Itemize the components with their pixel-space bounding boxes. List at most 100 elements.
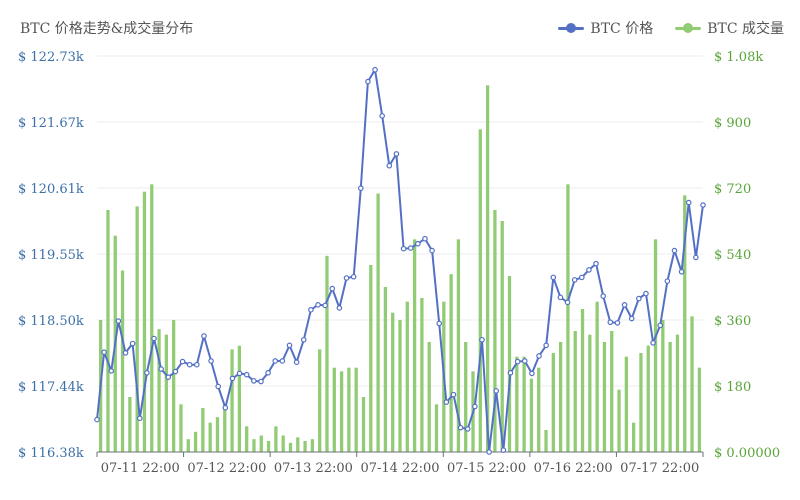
volume-bar[interactable] xyxy=(529,378,534,452)
volume-bar[interactable] xyxy=(697,367,701,452)
price-point[interactable] xyxy=(329,285,336,292)
price-point[interactable] xyxy=(201,333,207,339)
volume-bar[interactable] xyxy=(201,408,205,452)
volume-bar[interactable] xyxy=(208,422,212,452)
volume-bar[interactable] xyxy=(128,397,132,452)
price-point[interactable] xyxy=(343,275,350,281)
volume-bar[interactable] xyxy=(369,265,373,452)
volume-bar[interactable] xyxy=(683,195,687,453)
price-point[interactable] xyxy=(186,361,193,368)
volume-bar[interactable] xyxy=(551,353,555,452)
price-point[interactable] xyxy=(172,368,179,375)
price-point[interactable] xyxy=(693,254,699,261)
price-point[interactable] xyxy=(486,449,492,455)
volume-bar[interactable] xyxy=(573,331,577,452)
price-point[interactable] xyxy=(386,162,393,169)
price-point[interactable] xyxy=(429,247,435,254)
volume-bar[interactable] xyxy=(120,270,125,453)
volume-bar[interactable] xyxy=(595,301,599,452)
price-point[interactable] xyxy=(158,366,164,372)
price-point[interactable] xyxy=(550,274,557,281)
volume-bar[interactable] xyxy=(361,397,366,452)
price-point[interactable] xyxy=(643,290,649,297)
volume-bar[interactable] xyxy=(617,389,621,452)
volume-bar[interactable] xyxy=(288,442,293,452)
volume-bar[interactable] xyxy=(690,316,694,452)
volume-bar[interactable] xyxy=(303,441,307,452)
volume-bar[interactable] xyxy=(259,435,263,453)
volume-bar[interactable] xyxy=(580,309,585,452)
price-point[interactable] xyxy=(236,370,243,377)
volume-bar[interactable] xyxy=(434,404,439,452)
volume-bar[interactable] xyxy=(135,206,139,452)
price-point[interactable] xyxy=(194,361,200,368)
volume-bar[interactable] xyxy=(566,184,570,453)
price-point[interactable] xyxy=(222,404,229,411)
volume-bar[interactable] xyxy=(215,417,220,452)
price-point[interactable] xyxy=(500,447,507,453)
price-point[interactable] xyxy=(685,199,692,206)
price-point[interactable] xyxy=(393,151,400,157)
volume-bar[interactable] xyxy=(464,342,468,452)
volume-bar[interactable] xyxy=(507,276,512,452)
volume-bar[interactable] xyxy=(376,193,380,453)
price-point[interactable] xyxy=(286,342,293,349)
volume-bar[interactable] xyxy=(661,320,665,452)
price-point[interactable] xyxy=(536,353,542,359)
price-point[interactable] xyxy=(507,369,514,376)
volume-bar[interactable] xyxy=(274,426,278,452)
volume-bar[interactable] xyxy=(296,437,300,452)
price-point[interactable] xyxy=(279,358,286,364)
volume-bar[interactable] xyxy=(602,342,607,452)
price-point[interactable] xyxy=(400,245,407,252)
volume-bar[interactable] xyxy=(223,404,227,452)
volume-bar[interactable] xyxy=(456,239,461,452)
volume-bar[interactable] xyxy=(310,439,315,452)
price-point[interactable] xyxy=(578,274,585,281)
price-point[interactable] xyxy=(678,268,685,275)
volume-bar[interactable] xyxy=(449,274,453,452)
price-point[interactable] xyxy=(322,302,328,309)
price-point[interactable] xyxy=(443,399,450,405)
volume-bar[interactable] xyxy=(610,331,614,452)
price-point[interactable] xyxy=(215,383,222,390)
price-point[interactable] xyxy=(407,245,414,251)
volume-bar[interactable] xyxy=(558,342,563,452)
price-point[interactable] xyxy=(657,322,664,329)
price-point[interactable] xyxy=(415,240,421,247)
price-point[interactable] xyxy=(108,368,115,374)
volume-bar[interactable] xyxy=(624,356,628,452)
volume-bar[interactable] xyxy=(164,334,169,452)
price-point[interactable] xyxy=(593,260,599,267)
price-point[interactable] xyxy=(628,315,635,322)
legend-item-volume[interactable]: BTC 成交量 xyxy=(675,18,784,38)
price-point[interactable] xyxy=(586,267,592,273)
volume-bar[interactable] xyxy=(252,439,256,452)
price-point[interactable] xyxy=(671,247,678,254)
volume-bar[interactable] xyxy=(639,353,643,452)
price-point[interactable] xyxy=(372,66,378,73)
volume-bar[interactable] xyxy=(383,287,388,452)
price-point[interactable] xyxy=(529,370,535,377)
volume-bar[interactable] xyxy=(646,345,650,452)
volume-bar[interactable] xyxy=(230,349,234,452)
price-point[interactable] xyxy=(571,277,578,283)
volume-bar[interactable] xyxy=(522,356,526,452)
price-point[interactable] xyxy=(479,336,485,343)
volume-bar[interactable] xyxy=(281,435,285,453)
price-point[interactable] xyxy=(315,302,321,308)
volume-bar[interactable] xyxy=(354,367,358,452)
volume-bar[interactable] xyxy=(500,221,504,452)
price-point[interactable] xyxy=(272,358,279,364)
volume-bar[interactable] xyxy=(493,210,497,452)
volume-bar[interactable] xyxy=(405,301,409,452)
price-point[interactable] xyxy=(251,378,257,384)
volume-bar[interactable] xyxy=(318,349,322,452)
price-point[interactable] xyxy=(165,374,172,380)
volume-bar[interactable] xyxy=(398,320,402,452)
volume-bar[interactable] xyxy=(420,298,424,452)
price-point[interactable] xyxy=(129,340,136,347)
price-point[interactable] xyxy=(621,302,628,308)
volume-bar[interactable] xyxy=(172,320,176,452)
volume-bar[interactable] xyxy=(245,426,249,452)
